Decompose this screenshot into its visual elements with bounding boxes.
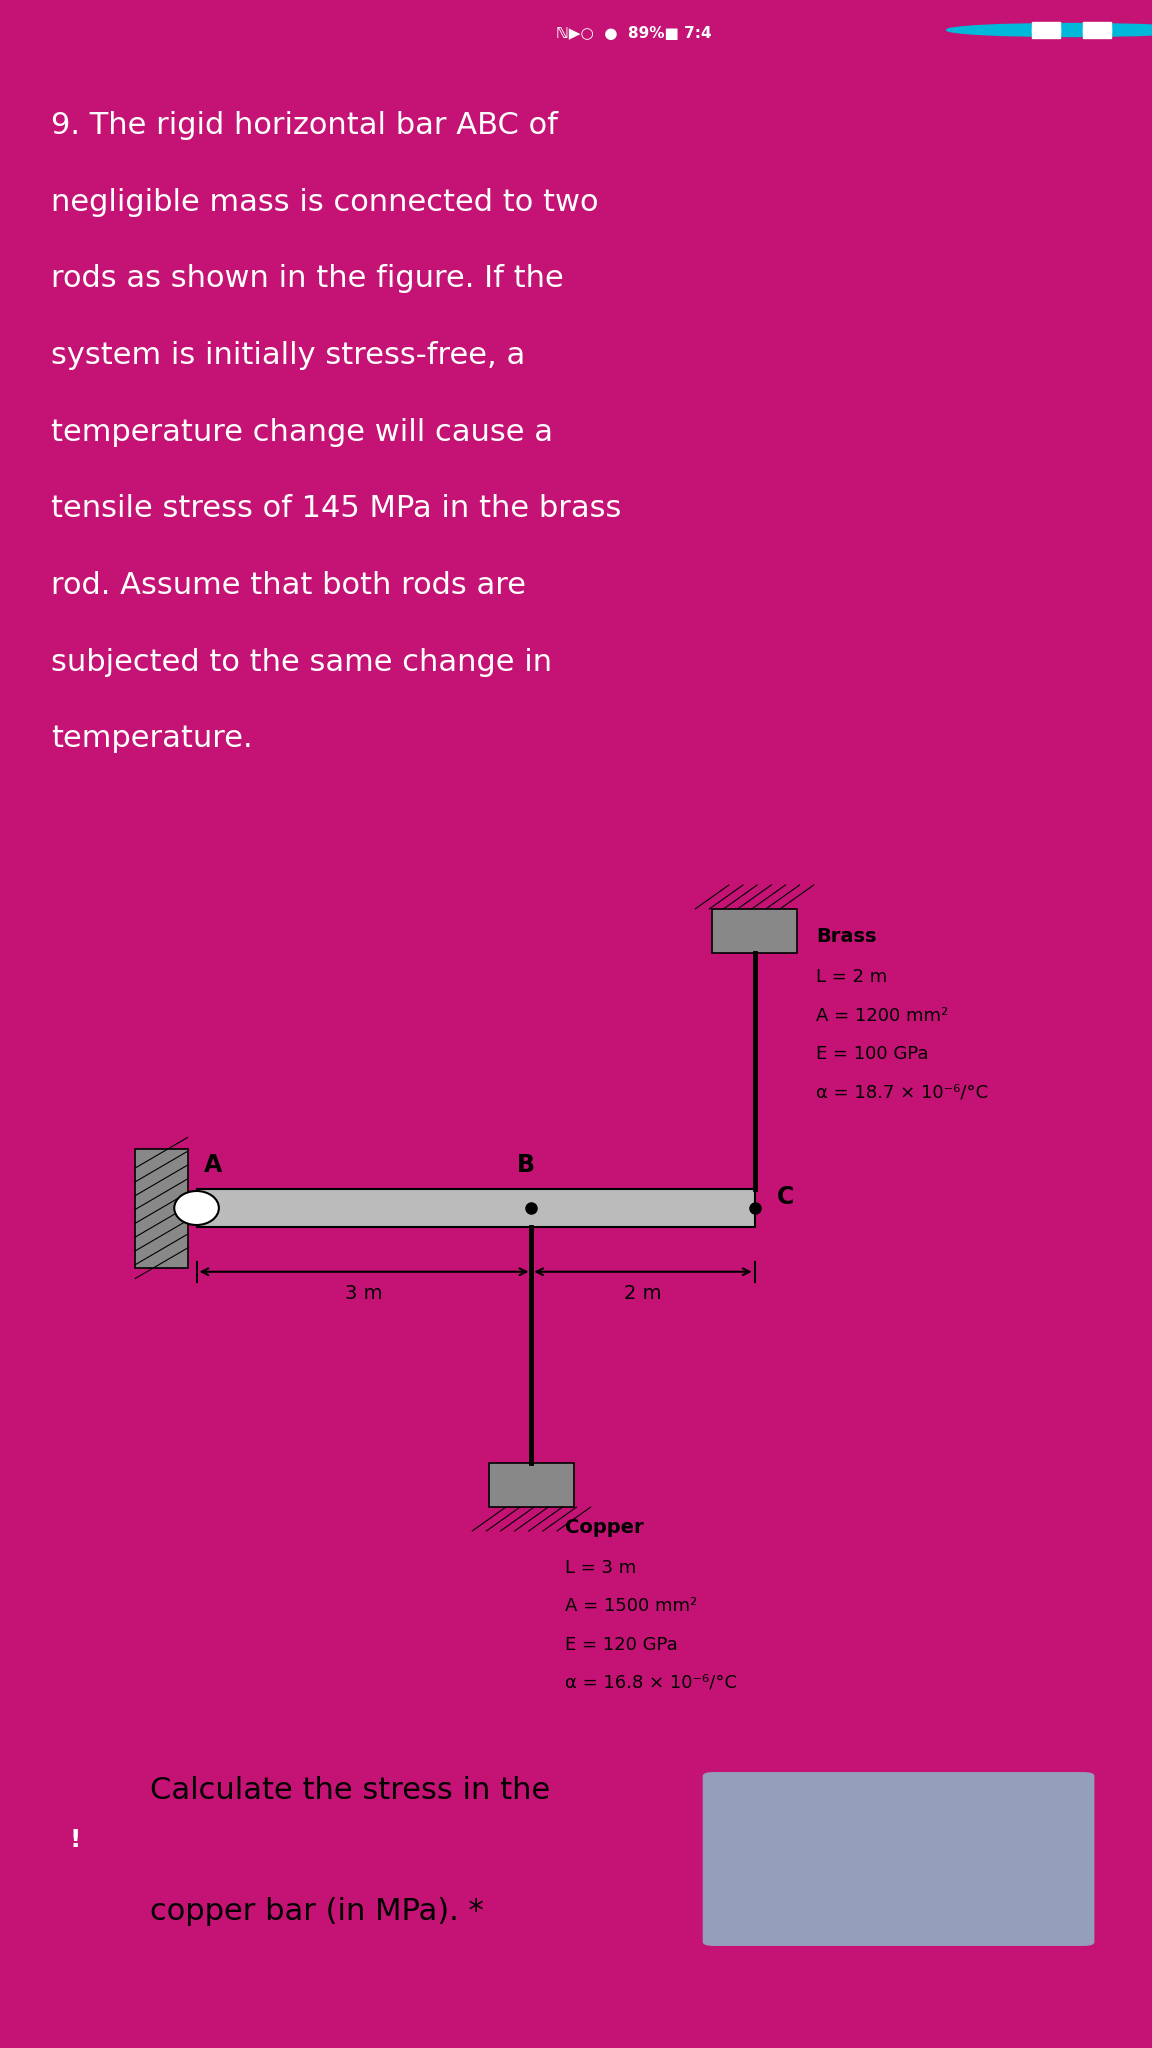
Circle shape: [0, 1815, 156, 1866]
Text: subjected to the same change in: subjected to the same change in: [52, 647, 553, 676]
Text: 3 m: 3 m: [346, 1284, 382, 1303]
Text: ℕ▶○  ●  89%■ 7:4: ℕ▶○ ● 89%■ 7:4: [555, 25, 712, 41]
Text: system is initially stress-free, a: system is initially stress-free, a: [52, 342, 525, 371]
Text: rods as shown in the figure. If the: rods as shown in the figure. If the: [52, 264, 564, 293]
Text: !: !: [69, 1829, 81, 1851]
Text: A = 1200 mm²: A = 1200 mm²: [816, 1006, 948, 1024]
Text: rod. Assume that both rods are: rod. Assume that both rods are: [52, 571, 526, 600]
Text: α = 16.8 × 10⁻⁶/°C: α = 16.8 × 10⁻⁶/°C: [564, 1673, 737, 1692]
Text: tensile stress of 145 MPa in the brass: tensile stress of 145 MPa in the brass: [52, 494, 622, 524]
Text: negligible mass is connected to two: negligible mass is connected to two: [52, 188, 599, 217]
Bar: [1083, 29, 1111, 37]
Text: Brass: Brass: [816, 928, 877, 946]
Text: temperature change will cause a: temperature change will cause a: [52, 418, 553, 446]
Text: 2 m: 2 m: [624, 1284, 661, 1303]
Text: B: B: [517, 1153, 535, 1178]
Circle shape: [947, 23, 1152, 37]
Bar: [1032, 29, 1060, 37]
Text: α = 18.7 × 10⁻⁶/°C: α = 18.7 × 10⁻⁶/°C: [816, 1083, 988, 1102]
Text: A: A: [204, 1153, 222, 1178]
Text: copper bar (in MPa). *: copper bar (in MPa). *: [150, 1896, 484, 1925]
Text: E = 120 GPa: E = 120 GPa: [564, 1636, 677, 1653]
Text: 9. The rigid horizontal bar ABC of: 9. The rigid horizontal bar ABC of: [52, 111, 559, 139]
Text: L = 2 m: L = 2 m: [816, 969, 887, 987]
Text: A = 1500 mm²: A = 1500 mm²: [564, 1597, 697, 1616]
Polygon shape: [135, 1149, 188, 1268]
Polygon shape: [197, 1190, 755, 1227]
Bar: [1032, 23, 1060, 33]
Text: C: C: [776, 1184, 794, 1208]
Polygon shape: [488, 1462, 574, 1507]
Text: temperature.: temperature.: [52, 725, 253, 754]
Bar: [1083, 23, 1111, 33]
Text: L = 3 m: L = 3 m: [564, 1559, 636, 1577]
Text: E = 100 GPa: E = 100 GPa: [816, 1044, 929, 1063]
FancyBboxPatch shape: [703, 1772, 1094, 1946]
Polygon shape: [712, 909, 797, 952]
Text: Calculate the stress in the: Calculate the stress in the: [150, 1776, 550, 1804]
Circle shape: [174, 1192, 219, 1225]
Text: Copper: Copper: [564, 1518, 644, 1538]
